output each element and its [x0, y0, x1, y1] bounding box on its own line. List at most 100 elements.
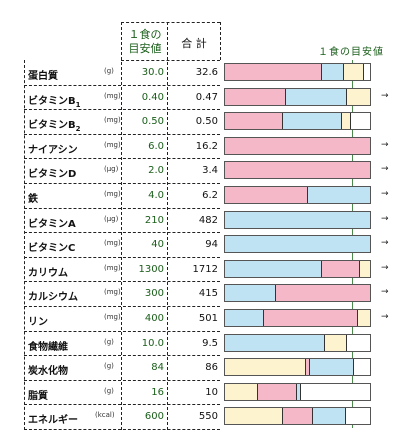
- guide-column-left-border: [121, 22, 122, 430]
- nutrient-unit: (mg): [104, 140, 121, 149]
- guide-header-line-1: １食の: [128, 28, 162, 41]
- overflow-arrow-icon: →: [381, 262, 389, 273]
- table-row: ビタミンB2 (mg) 0.50 0.50: [0, 111, 420, 135]
- guide-value: 16: [151, 386, 164, 398]
- bar-segment-blue: [225, 285, 276, 302]
- bar-segment-pink: [322, 260, 360, 277]
- row-separator: [24, 355, 220, 357]
- table-row: 蛋白質 (g) 30.0 32.6: [0, 62, 420, 86]
- stacked-bar: [224, 382, 371, 401]
- guide-column-header: １食の 目安値: [124, 28, 166, 56]
- guide-value: 6.0: [148, 140, 164, 152]
- total-value: 86: [205, 362, 218, 374]
- table-row: 炭水化物 (g) 84 86: [0, 357, 420, 381]
- guide-value: 0.50: [141, 116, 164, 128]
- row-separator: [24, 207, 220, 209]
- guide-value: 300: [144, 288, 164, 300]
- row-separator: [24, 232, 220, 234]
- overflow-arrow-icon: →: [381, 139, 389, 150]
- table-row: 鉄 (mg) 4.0 6.2 →: [0, 185, 420, 209]
- overflow-arrow-icon: →: [381, 213, 389, 224]
- guide-value: 400: [144, 313, 164, 324]
- bar-segment-cream: [225, 408, 283, 425]
- nutrient-unit: (g): [104, 386, 114, 395]
- stacked-bar: [224, 333, 371, 352]
- row-separator: [24, 183, 220, 184]
- guide-value: 0.40: [141, 91, 164, 103]
- table-row: ビタミンB1 (mg) 0.40 0.47 →: [0, 87, 420, 111]
- stacked-bar: [224, 87, 371, 106]
- header-bottom-border: [121, 60, 220, 61]
- nutrient-unit: (g): [104, 67, 114, 75]
- total-value: 94: [205, 239, 218, 251]
- bar-segment-cream: [360, 260, 370, 277]
- stacked-bar: [224, 210, 371, 229]
- table-row: 食物繊維 (g) 10.0 9.5: [0, 333, 420, 357]
- bar-segment-pink: [225, 64, 322, 80]
- nutrient-unit: (mg): [104, 116, 121, 125]
- overflow-arrow-icon: →: [381, 164, 389, 175]
- nutrient-unit: (μg): [104, 214, 119, 223]
- bar-segment-pink: [283, 408, 313, 425]
- total-column-header: 合 計: [181, 37, 207, 50]
- total-value: 0.50: [195, 116, 218, 128]
- stacked-bar: [224, 161, 371, 180]
- bar-segment-blue: [308, 187, 370, 203]
- nutrient-name: ビタミンD: [28, 169, 77, 181]
- bar-segment-pink: [225, 113, 283, 130]
- bar-segment-cream: [358, 310, 370, 326]
- total-value: 482: [198, 214, 218, 226]
- bar-segment-cream: [325, 334, 347, 351]
- header-top-border: [121, 22, 220, 23]
- bar-segment-pink: [225, 162, 370, 179]
- nutrient-name: ビタミンB1: [28, 95, 81, 109]
- total-value: 3.4: [202, 165, 218, 177]
- total-value: 1712: [192, 263, 218, 275]
- nutrient-unit: (mg): [104, 263, 121, 272]
- bar-segment-blue: [225, 260, 322, 277]
- total-value: 0.47: [195, 91, 218, 103]
- row-separator: [24, 109, 220, 111]
- guide-value: 40: [151, 239, 164, 251]
- nutrient-name: リン: [28, 317, 48, 328]
- guide-header-line-2: 目安値: [128, 42, 162, 55]
- total-value: 550: [198, 411, 218, 423]
- nutrient-name: 食物繊維: [28, 341, 68, 353]
- bar-segment-pink: [225, 88, 286, 105]
- row-separator: [24, 429, 220, 430]
- guide-value: 30.0: [141, 67, 164, 78]
- row-separator: [24, 330, 220, 332]
- bar-segment-blue: [225, 211, 370, 228]
- guide-value: 1300: [138, 263, 164, 275]
- total-column-right-border: [220, 22, 221, 60]
- bar-segment-pink: [276, 285, 370, 302]
- bar-segment-cream: [347, 88, 370, 105]
- nutrient-name: 蛋白質: [28, 71, 58, 82]
- nutrient-name: ビタミンB2: [28, 120, 81, 134]
- guide-value: 4.0: [148, 190, 164, 201]
- guide-value: 84: [151, 362, 164, 374]
- nutrient-name: ナイアシン: [28, 144, 78, 156]
- nutrient-unit: (g): [104, 362, 114, 371]
- nutrient-unit: (mg): [104, 190, 121, 198]
- bar-segment-pink: [306, 359, 310, 376]
- nutrient-subscript: 1: [75, 100, 81, 109]
- nutrient-unit: (kcal): [95, 411, 115, 420]
- table-row: ビタミンD (μg) 2.0 3.4 →: [0, 160, 420, 184]
- table-row: ナイアシン (mg) 6.0 16.2 →: [0, 136, 420, 160]
- bar-segment-pink: [264, 310, 358, 326]
- row-separator: [24, 379, 220, 381]
- bar-segment-blue: [313, 408, 346, 425]
- bar-segment-pink: [225, 137, 370, 154]
- table-row: 脂質 (g) 16 10: [0, 382, 420, 406]
- nutrient-name: 炭水化物: [28, 366, 68, 378]
- row-separator: [24, 256, 220, 258]
- guide-value: 10.0: [141, 337, 164, 349]
- table-row: ビタミンC (mg) 40 94 →: [0, 234, 420, 258]
- row-separator: [24, 404, 220, 406]
- nutrient-name: 脂質: [28, 390, 48, 402]
- nutrient-unit: (mg): [104, 91, 121, 100]
- total-value: 16.2: [195, 140, 218, 152]
- table-row: エネルギー (kcal) 600 550: [0, 406, 420, 430]
- nutrient-name: ビタミンC: [28, 243, 76, 255]
